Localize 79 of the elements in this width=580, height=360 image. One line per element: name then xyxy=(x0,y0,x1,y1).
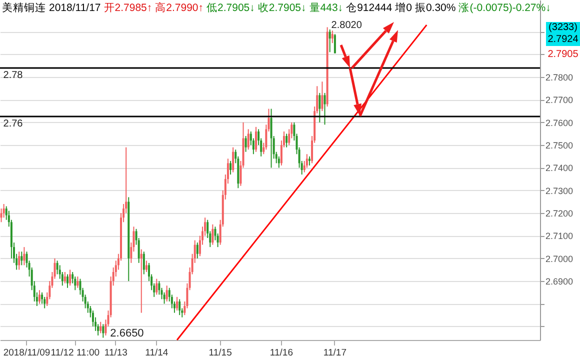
candlestick xyxy=(56,260,58,275)
candlestick xyxy=(196,242,198,259)
chart-title: 美精铜连 xyxy=(2,2,46,14)
candlestick xyxy=(38,290,40,304)
annotation: 量443↓ xyxy=(309,2,344,14)
candlestick xyxy=(178,298,181,316)
text: (3233) xyxy=(546,22,580,34)
candlestick xyxy=(278,156,280,168)
y-tick-label: 2.7800 xyxy=(546,72,574,83)
y-tick-label: 2.6900 xyxy=(546,276,574,287)
candlestick xyxy=(232,146,234,173)
candlestick xyxy=(286,133,288,148)
candlestick xyxy=(212,224,214,246)
ref-line-label: 2.76 xyxy=(3,118,24,130)
x-tick-label: 11/13 xyxy=(104,348,128,358)
text: 2.7924 xyxy=(546,34,580,46)
candlestick xyxy=(142,251,145,275)
candlestick xyxy=(328,28,331,53)
candlestick xyxy=(74,276,76,291)
candlestick xyxy=(334,34,336,54)
candlestick xyxy=(2,204,5,218)
annotation: 收2.7905↓ xyxy=(258,2,306,14)
annotation: 仓912444 xyxy=(346,2,392,14)
candlestick xyxy=(244,136,247,152)
annotation: 振0.30% xyxy=(414,2,456,14)
candlestick xyxy=(306,154,308,168)
y-tick-label: 2.7600 xyxy=(546,118,574,128)
annotation: 低2.7905↓ xyxy=(206,2,255,14)
x-tick-label: 11/14 xyxy=(145,348,168,358)
candlestick xyxy=(140,248,142,314)
candlestick xyxy=(247,128,250,150)
text: 2.7905 xyxy=(546,49,580,61)
x-tick-label: 11/16 xyxy=(270,348,293,358)
y-tick-label: 2.7700 xyxy=(546,95,574,106)
candlestick xyxy=(64,272,66,284)
candlestick xyxy=(41,292,44,304)
annotation: 高2.7990↑ xyxy=(155,2,204,14)
candlestick xyxy=(324,92,326,126)
x-tick-label: 11/12 11:00 xyxy=(50,348,100,358)
candlestick xyxy=(100,321,102,334)
candlestick xyxy=(145,260,148,272)
ref-line-label: 2.78 xyxy=(3,70,24,81)
candlestick xyxy=(230,160,232,176)
candlestick xyxy=(308,156,310,166)
candlestick xyxy=(0,208,2,223)
candlestick xyxy=(254,126,257,152)
chart-subtitle: 2018/11/17 xyxy=(49,2,101,14)
annotation: 2.6650 xyxy=(110,328,144,340)
candlestick xyxy=(23,246,26,266)
y-tick-label: 2.7000 xyxy=(546,254,574,264)
candlestick xyxy=(44,296,46,309)
candlestick xyxy=(158,280,160,296)
candlestick xyxy=(18,251,20,270)
y-tick-label: 2.7300 xyxy=(546,186,574,196)
y-tick-label: 2.7100 xyxy=(546,231,574,242)
candlestick xyxy=(163,292,166,304)
annotation: 2.8020 xyxy=(331,20,362,32)
y-tick-label: 2.7500 xyxy=(546,140,574,151)
annotation: 涨(-0.0075)-0.27%↓ xyxy=(458,2,551,14)
y-tick-label: 2.7200 xyxy=(546,208,574,219)
candlestick xyxy=(156,278,158,296)
candlestick xyxy=(66,274,68,288)
candlestick xyxy=(321,81,324,112)
candlestick xyxy=(270,108,272,168)
candlestick xyxy=(318,92,321,123)
candlestick xyxy=(69,269,72,286)
annotation: 增0 xyxy=(395,2,412,14)
x-tick-label: 11/15 xyxy=(208,348,232,358)
candlestick xyxy=(20,251,23,266)
candlestick xyxy=(76,276,79,288)
x-tick-label: 2018/11/09 xyxy=(3,348,50,358)
candlestick xyxy=(102,324,104,338)
candlestick xyxy=(331,30,334,44)
annotation: 开2.7985↑ xyxy=(104,2,152,14)
x-tick-label: 11/17 xyxy=(323,348,346,358)
y-tick-label: 2.7400 xyxy=(546,163,574,174)
candlestick xyxy=(166,285,168,302)
candlestick xyxy=(92,310,94,327)
candlestick xyxy=(176,296,178,312)
